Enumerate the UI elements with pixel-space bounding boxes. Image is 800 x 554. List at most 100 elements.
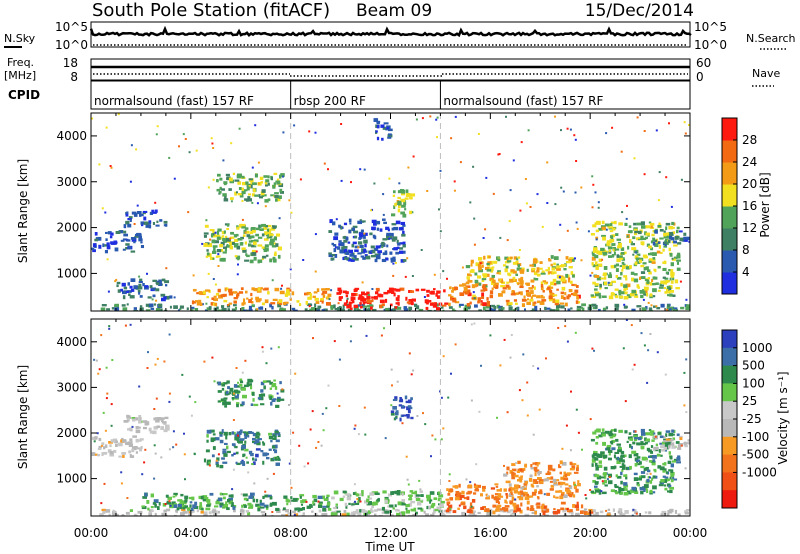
velocity-cell: [504, 499, 507, 504]
velocity-cell: [535, 503, 541, 506]
velocity-cell: [259, 499, 262, 504]
velocity-cell: [510, 513, 513, 516]
velocity-noise-cell: [615, 457, 618, 460]
power-cell: [536, 270, 540, 273]
power-cell: [464, 291, 470, 295]
power-cell: [567, 308, 571, 311]
velocity-noise-cell: [96, 432, 99, 435]
power-cell: [659, 282, 662, 286]
velocity-cell: [371, 504, 374, 509]
velocity-cell: [221, 398, 224, 402]
power-cell: [255, 233, 260, 237]
velocity-cell: [528, 477, 533, 482]
velocity-cell: [598, 491, 602, 495]
power-cell: [411, 302, 414, 306]
velocity-cell: [231, 443, 236, 446]
power-cell: [106, 308, 111, 311]
power-cell: [257, 287, 261, 292]
velocity-cell: [511, 496, 515, 500]
velocity-cell: [669, 455, 673, 460]
power-cell: [399, 242, 404, 245]
power-cell: [673, 307, 678, 310]
power-cell: [307, 296, 312, 300]
power-cell: [365, 308, 370, 311]
power-noise-cell: [611, 126, 614, 129]
power-noise-cell: [257, 182, 260, 185]
power-cell: [670, 262, 674, 267]
velocity-cell: [269, 396, 273, 401]
power-cell: [624, 222, 628, 227]
velocity-noise-cell: [294, 372, 297, 375]
power-cell: [142, 283, 145, 287]
velocity-cell: [274, 430, 279, 434]
velocity-cell: [571, 465, 576, 470]
velocity-cell: [524, 496, 530, 500]
power-cell: [641, 237, 647, 241]
velocity-cell: [217, 390, 222, 393]
power-cell: [664, 277, 669, 280]
velocity-cell: [351, 503, 355, 506]
power-cell: [548, 298, 553, 302]
power-cell: [568, 258, 573, 263]
power-cell: [191, 309, 194, 311]
power-cell: [481, 292, 485, 297]
velocity-cell: [677, 444, 682, 448]
power-cell: [129, 295, 135, 299]
velocity-cell: [242, 463, 246, 466]
velocity-cell: [480, 493, 483, 497]
power-cell: [570, 280, 573, 284]
velocity-cell: [333, 507, 337, 510]
velocity-cell: [576, 467, 579, 472]
power-cell: [400, 221, 406, 226]
velocity-cell: [266, 457, 270, 460]
power-cell: [540, 286, 544, 291]
velocity-cell: [486, 512, 489, 516]
velocity-noise-cell: [506, 411, 509, 414]
power-noise-cell: [211, 142, 214, 145]
velocity-colorbar-tick-label: -500: [742, 448, 769, 462]
power-cell: [420, 288, 426, 291]
velocity-noise-cell: [172, 446, 175, 449]
power-cell: [539, 261, 543, 264]
velocity-cell: [129, 509, 134, 512]
power-noise-cell: [107, 290, 110, 293]
power-cell: [245, 253, 248, 256]
velocity-cell: [685, 509, 690, 512]
power-cell: [425, 306, 429, 310]
velocity-cell: [246, 461, 249, 464]
velocity-cell: [94, 436, 98, 440]
power-cell: [654, 269, 657, 273]
velocity-cell: [274, 456, 277, 461]
power-cell: [530, 296, 533, 300]
velocity-cell: [275, 444, 278, 449]
velocity-cell: [335, 506, 339, 509]
power-cell: [600, 247, 605, 251]
velocity-cell: [645, 438, 651, 442]
power-cell: [388, 289, 392, 294]
power-cell: [343, 239, 347, 243]
velocity-cell: [610, 466, 616, 470]
velocity-cell: [550, 484, 555, 488]
velocity-cell: [396, 490, 401, 494]
velocity-noise-cell: [450, 372, 452, 375]
velocity-cell: [118, 455, 122, 458]
power-cell: [397, 242, 401, 246]
power-cell: [548, 259, 552, 262]
power-cell: [216, 249, 222, 253]
power-cell: [338, 240, 342, 243]
power-noise-cell: [668, 122, 670, 125]
velocity-cell: [221, 429, 224, 433]
velocity-cell: [606, 444, 612, 448]
power-cell: [463, 288, 468, 292]
power-cell: [615, 307, 619, 311]
velocity-cell: [407, 409, 411, 414]
power-cell: [306, 291, 311, 295]
power-cell: [494, 286, 499, 289]
power-cell: [548, 295, 553, 300]
velocity-cell: [590, 509, 596, 513]
power-cell: [598, 294, 602, 299]
power-cell: [292, 309, 298, 311]
velocity-cell: [326, 504, 330, 508]
power-noise-cell: [195, 149, 198, 152]
power-cell: [160, 293, 166, 297]
